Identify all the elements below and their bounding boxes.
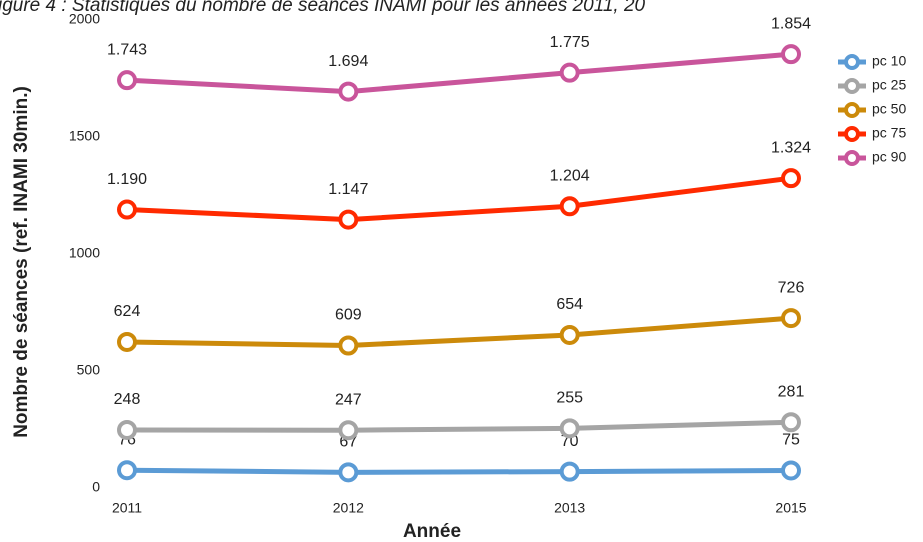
data-label: 1.204 bbox=[550, 167, 590, 184]
point bbox=[781, 460, 801, 481]
data-label: 1.743 bbox=[107, 41, 147, 58]
data-label: 1.694 bbox=[328, 53, 368, 70]
data-label: 624 bbox=[114, 303, 141, 320]
point bbox=[117, 419, 137, 440]
point bbox=[338, 81, 359, 102]
x-tick-label: 2013 bbox=[554, 500, 585, 516]
point bbox=[781, 44, 801, 65]
y-tick-label: 500 bbox=[77, 362, 101, 378]
y-axis-title: Nombre de séances (ref. INAMI 30min.) bbox=[11, 86, 32, 438]
point bbox=[117, 460, 137, 481]
legend-marker bbox=[844, 54, 860, 70]
legend-marker bbox=[844, 102, 860, 118]
data-label: 75 bbox=[782, 432, 800, 449]
series-line bbox=[126, 467, 792, 475]
data-label: 1.775 bbox=[550, 34, 590, 51]
point bbox=[117, 199, 137, 220]
legend-label: pc 75 bbox=[872, 125, 906, 141]
point bbox=[338, 420, 359, 441]
series-line bbox=[126, 175, 792, 223]
chart-title: igure 4 : Statistiques du nombre de séan… bbox=[0, 0, 646, 16]
x-tick-label: 2011 bbox=[112, 500, 142, 516]
legend-label: pc 50 bbox=[872, 101, 906, 117]
series-line bbox=[126, 315, 792, 348]
point bbox=[338, 462, 359, 483]
x-tick-label: 2012 bbox=[333, 500, 364, 516]
y-tick-label: 1000 bbox=[69, 245, 100, 261]
y-tick-label: 2000 bbox=[69, 11, 100, 27]
point bbox=[117, 70, 137, 91]
data-label: 1.854 bbox=[771, 15, 811, 32]
data-label: 255 bbox=[556, 390, 583, 407]
legend-label: pc 90 bbox=[872, 149, 906, 165]
legend-marker bbox=[844, 78, 860, 94]
data-label: 609 bbox=[335, 307, 362, 324]
data-label: 1.190 bbox=[107, 171, 147, 188]
point bbox=[117, 331, 137, 352]
point bbox=[338, 335, 359, 356]
point bbox=[781, 168, 801, 189]
point bbox=[559, 324, 580, 345]
data-label: 281 bbox=[778, 383, 805, 400]
data-label: 1.324 bbox=[771, 139, 811, 156]
series-line bbox=[126, 51, 792, 95]
legend-label: pc 10 bbox=[872, 53, 906, 69]
point bbox=[559, 62, 580, 83]
data-label: 247 bbox=[335, 391, 362, 408]
point bbox=[559, 461, 580, 482]
data-label: 654 bbox=[556, 296, 583, 313]
x-tick-label: 2015 bbox=[775, 500, 806, 516]
point bbox=[781, 308, 801, 329]
legend-marker bbox=[844, 150, 860, 166]
point bbox=[338, 209, 359, 230]
data-label: 1.147 bbox=[328, 181, 368, 198]
data-label: 248 bbox=[114, 391, 141, 408]
legend-label: pc 25 bbox=[872, 77, 906, 93]
point bbox=[559, 418, 580, 439]
y-tick-label: 1500 bbox=[69, 128, 100, 144]
data-label: 726 bbox=[778, 279, 805, 296]
x-axis-title: Année bbox=[403, 521, 461, 542]
point bbox=[781, 412, 801, 433]
series-line bbox=[126, 419, 792, 433]
y-tick-label: 0 bbox=[92, 479, 100, 495]
legend-marker bbox=[844, 126, 860, 142]
point bbox=[559, 196, 580, 217]
